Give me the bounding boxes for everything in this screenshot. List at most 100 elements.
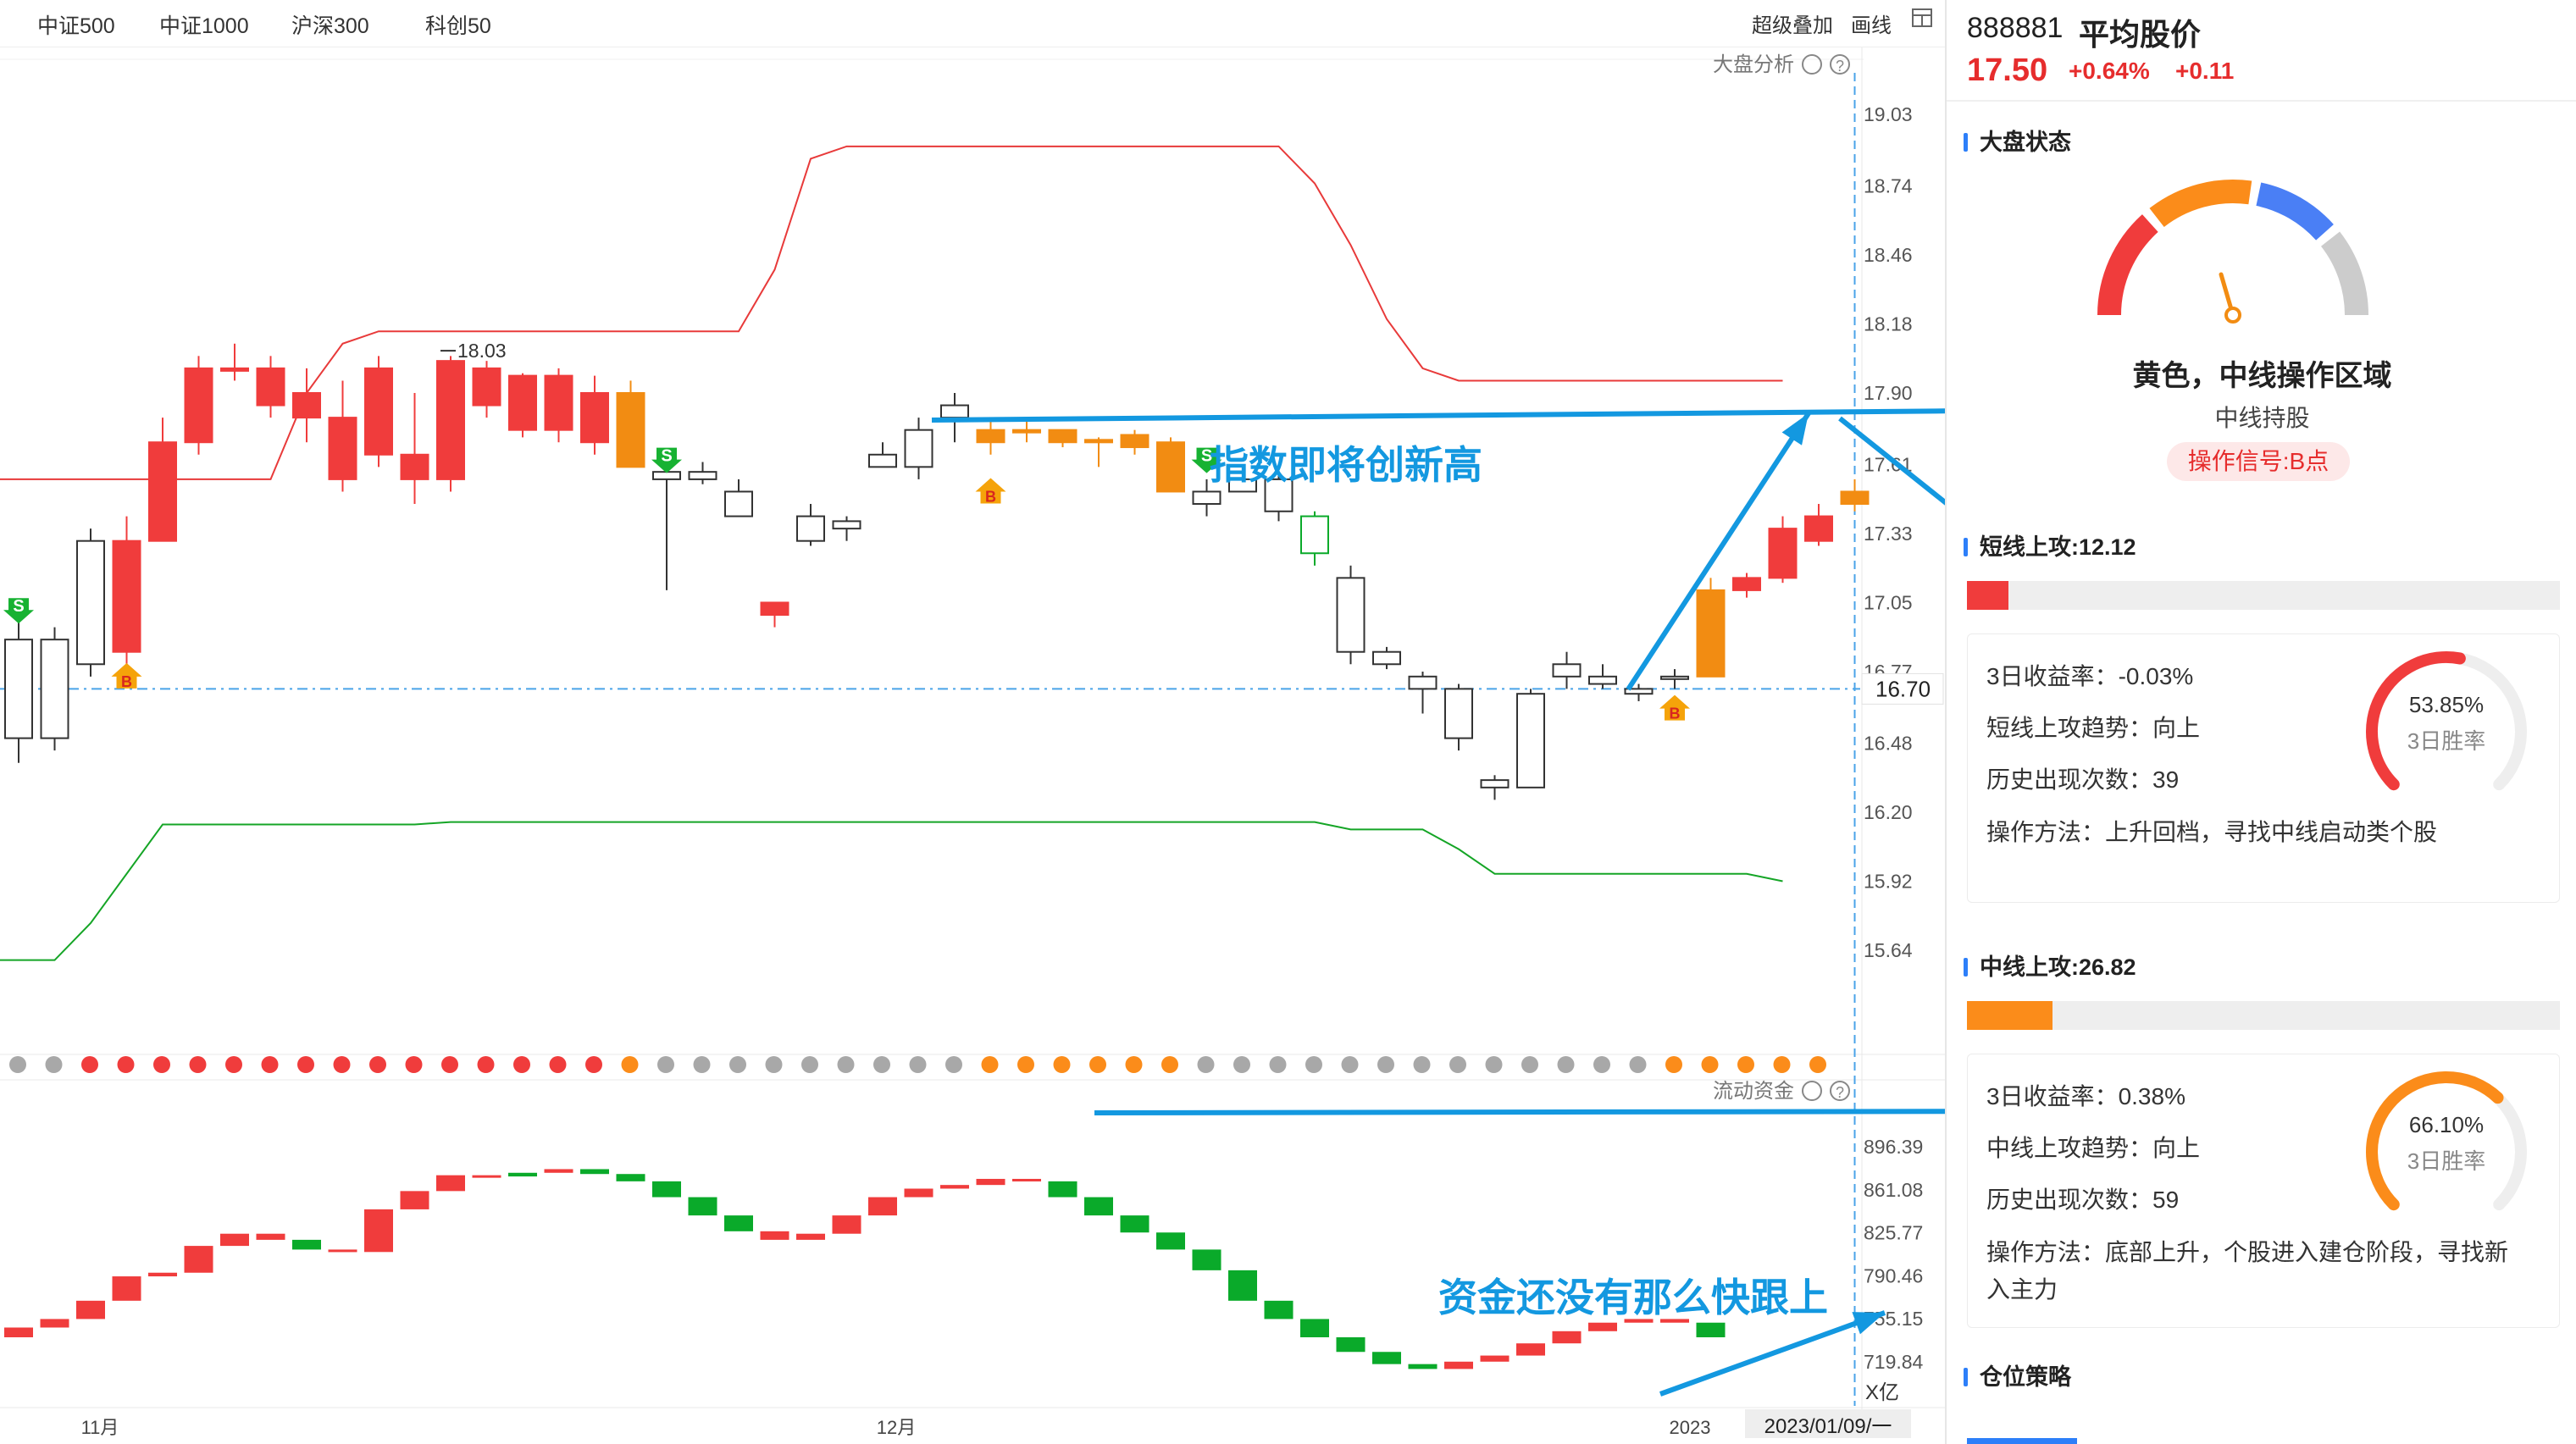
state-dot [801, 1056, 818, 1073]
grid-icon[interactable] [1911, 7, 1933, 35]
state-dot [1413, 1056, 1431, 1073]
stock-change-pct: +0.64% [2069, 58, 2150, 84]
short-count: 历史出现次数：39 [1986, 766, 2180, 793]
mid-count: 历史出现次数：59 [1986, 1187, 2180, 1213]
fund-bar [1264, 1300, 1294, 1320]
candle-body [1732, 577, 1761, 591]
state-dot [765, 1056, 783, 1073]
candle-body [40, 639, 69, 739]
fund-bar [904, 1188, 933, 1198]
tab-hs300[interactable]: 沪深300 [291, 14, 369, 38]
candle-body [688, 471, 717, 480]
fund-bar [328, 1249, 357, 1253]
draw-line-button[interactable]: 画线 [1851, 14, 1892, 37]
state-dot [225, 1056, 242, 1073]
short-winrate: 53.85% [2408, 692, 2485, 717]
candle-body [112, 539, 141, 653]
rise-arrow [1626, 412, 1811, 691]
fund-bar [1624, 1319, 1654, 1323]
candle-body [724, 490, 753, 517]
stock-code: 888881 [1967, 12, 2064, 44]
time-axis-label: 11月 [81, 1417, 119, 1438]
mid-return: 3日收益率：0.38% [1986, 1083, 2185, 1109]
state-dot [1557, 1056, 1575, 1073]
fund-resistance-line [1094, 1109, 1945, 1115]
high-price-label: 18.03 [457, 340, 507, 362]
candle-body [1012, 429, 1041, 434]
mid-winrate-ring [2366, 1071, 2527, 1211]
candle-body [1552, 663, 1582, 678]
candle-body [1120, 434, 1150, 449]
state-dot [261, 1056, 279, 1073]
annotation-funds: 资金还没有那么快跟上 [1438, 1275, 1828, 1320]
fund-tick-label: 825.77 [1864, 1222, 1923, 1244]
market-hold-text: 中线持股 [2214, 405, 2310, 431]
fund-tick-label: 861.08 [1864, 1179, 1923, 1201]
state-dot [873, 1056, 890, 1073]
fund-bar [112, 1276, 141, 1301]
candle-body [1408, 675, 1438, 690]
state-dot [1593, 1056, 1610, 1073]
mid-attack-progress [1967, 1001, 2560, 1030]
state-dot [369, 1056, 386, 1073]
candle-body [76, 539, 105, 666]
candle-body [364, 367, 393, 456]
candle-body [1804, 515, 1833, 542]
gauge-segment [2097, 214, 2158, 316]
candle-body [292, 392, 321, 419]
fund-rise-arrow [1659, 1310, 1886, 1397]
fund-bar [1372, 1352, 1401, 1364]
tab-zz1000[interactable]: 中证1000 [159, 14, 249, 38]
fund-bar [1516, 1343, 1545, 1356]
state-dot [189, 1056, 207, 1073]
candle-body [1336, 577, 1366, 653]
candle-body [1156, 441, 1185, 493]
tab-zz500[interactable]: 中证500 [37, 14, 115, 38]
candle-body [832, 520, 861, 530]
candle-body [472, 367, 501, 407]
price-tick-label: 18.18 [1864, 313, 1913, 335]
fund-bar [1192, 1249, 1222, 1270]
mid-winrate-label: 3日胜率 [2407, 1148, 2486, 1174]
help-icon [1830, 54, 1850, 75]
buy-signal-icon [975, 478, 1006, 504]
state-dot [1377, 1056, 1394, 1073]
state-dot [1485, 1056, 1503, 1073]
fund-bar [1552, 1331, 1582, 1344]
candle-body [544, 374, 573, 431]
price-tick-label: 15.92 [1864, 870, 1913, 892]
sell-signal-icon [3, 598, 34, 624]
fund-bar [1444, 1361, 1473, 1369]
state-dot [441, 1056, 458, 1073]
time-cursor-label: 2023/01/09/一 [1764, 1415, 1892, 1438]
mid-winrate: 66.10% [2408, 1112, 2485, 1137]
fund-bar [832, 1215, 861, 1234]
candle-body [1768, 528, 1798, 579]
state-dot [1125, 1056, 1143, 1073]
fund-bar [688, 1197, 717, 1216]
mid-method-line2: 入主力 [1986, 1276, 2058, 1303]
price-tick-label: 18.74 [1864, 174, 1913, 196]
stock-name: 平均股价 [2079, 17, 2202, 52]
fund-bar [40, 1319, 69, 1328]
state-dot [297, 1056, 314, 1073]
overlay-button[interactable]: 超级叠加 [1752, 14, 1833, 37]
sell-signal-glyph: S [1201, 447, 1212, 466]
state-dot [945, 1056, 962, 1073]
fund-bar [400, 1191, 429, 1209]
state-dot [729, 1056, 746, 1073]
kline-chart[interactable]: 大盘分析 ?19.0318.7418.4618.1817.9017.6117.33… [0, 0, 1945, 1444]
rise-arrow-head [1781, 413, 1809, 445]
fund-bar [1156, 1232, 1185, 1250]
fund-bar [616, 1174, 645, 1181]
market-analysis-panel: 888881 平均股价 17.50 +0.64% +0.11 大盘状态 黄色，中… [1945, 0, 2576, 1444]
buy-signal-glyph: B [1670, 705, 1681, 722]
time-axis-label: 2023 [1670, 1417, 1711, 1438]
fund-bar [1660, 1319, 1689, 1323]
tab-kc50[interactable]: 科创50 [425, 14, 491, 38]
state-dot [1233, 1056, 1250, 1073]
state-dot [1305, 1056, 1322, 1073]
short-attack-progress [1967, 581, 2560, 610]
candle-body [1840, 490, 1870, 506]
time-axis-label: 12月 [877, 1417, 916, 1438]
